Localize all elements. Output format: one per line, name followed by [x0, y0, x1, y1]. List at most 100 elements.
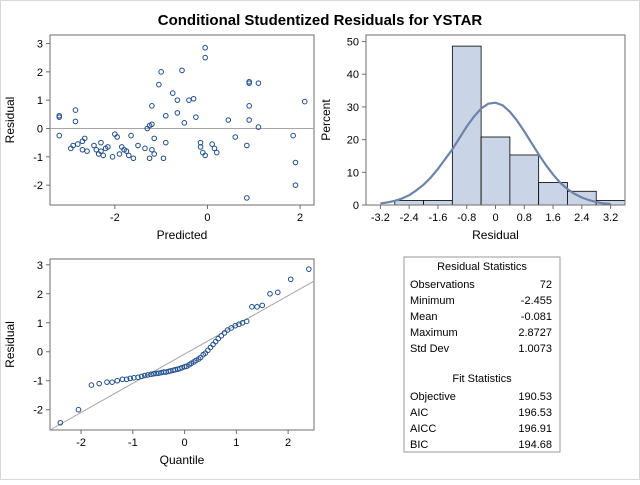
qq-point	[127, 375, 134, 382]
qq-point	[150, 370, 157, 377]
data-point	[72, 118, 79, 125]
qq-point	[267, 290, 273, 297]
data-point	[56, 132, 63, 139]
data-point	[98, 148, 104, 154]
y-tick-label: -1	[33, 376, 43, 388]
x-tick-label: -2	[76, 437, 86, 449]
data-point	[114, 134, 120, 140]
x-tick-label: 0	[182, 437, 188, 449]
y-tick-label: 10	[347, 167, 359, 179]
data-point	[193, 114, 199, 120]
y-tick-label: 0	[37, 124, 43, 136]
qq-plot: Quantile Residual -2 -1 0 1 2 -2 -1 0 1 2 3	[3, 258, 315, 467]
x-tick-label: -0.8	[457, 212, 476, 224]
data-point	[72, 107, 79, 113]
qq-point	[96, 380, 102, 387]
y-tick-label: 20	[347, 135, 359, 147]
table-row-value: 1.0073	[518, 343, 552, 355]
table-row-value: 190.53	[518, 391, 552, 403]
y-tick-label: 50	[347, 37, 359, 49]
qq-point	[109, 379, 115, 385]
data-point	[130, 155, 137, 162]
y-tick-label: 30	[347, 102, 359, 114]
y-axis-label: Residual	[3, 97, 17, 144]
data-point	[149, 146, 155, 153]
data-point	[84, 148, 90, 154]
x-axis-label: Residual	[472, 228, 519, 242]
data-point	[91, 142, 97, 149]
x-tick-label: -1	[128, 437, 138, 449]
qq-point	[287, 276, 294, 283]
x-axis-label: Predicted	[157, 228, 208, 242]
plot-frame	[49, 258, 315, 431]
table-row-label: Observations	[410, 279, 475, 291]
histogram-bar	[480, 136, 511, 206]
data-point	[149, 121, 155, 128]
data-point	[246, 103, 252, 109]
x-tick-label: 1.6	[545, 212, 560, 224]
x-tick-label: 3.2	[603, 212, 618, 224]
data-point	[179, 67, 185, 74]
data-point	[123, 148, 130, 154]
data-point	[244, 142, 250, 149]
normal-density-curve	[380, 101, 611, 206]
y-tick-label: 2	[37, 289, 43, 301]
qq-point	[215, 335, 222, 342]
data-point	[74, 141, 81, 147]
qq-point	[259, 302, 266, 309]
table-row-label: AIC	[410, 407, 428, 419]
data-point	[135, 142, 141, 149]
table-row-label: Std Dev	[410, 343, 450, 355]
table-row-value: 72	[540, 279, 552, 291]
table-title: Fit Statistics	[452, 373, 512, 385]
statistics-table-frame	[403, 256, 561, 453]
data-point	[197, 144, 204, 150]
qq-point	[274, 289, 281, 296]
table-row-label: BIC	[410, 439, 428, 451]
table-row-label: Objective	[410, 391, 456, 403]
data-point	[246, 117, 252, 123]
data-point	[128, 132, 134, 139]
y-axis-label: Residual	[3, 321, 17, 368]
y-tick-label: 3	[37, 260, 43, 272]
x-tick-label: -2.4	[400, 212, 419, 224]
data-point	[158, 69, 164, 75]
x-tick-label: 2	[297, 212, 303, 224]
data-point	[151, 135, 158, 142]
qq-point	[155, 370, 162, 376]
qq-point	[306, 266, 312, 272]
data-point	[246, 80, 252, 86]
data-point	[169, 90, 176, 96]
y-tick-label: 2	[37, 67, 43, 79]
residual-histogram-plot: Residual Percent -3.2 -2.4 -1.6 -0.8 0 0.8 1.6 2.…	[319, 34, 626, 242]
y-tick-label: 1	[37, 95, 43, 107]
table-row-value: 196.53	[518, 407, 552, 419]
data-point	[149, 103, 155, 109]
data-point	[162, 139, 169, 146]
data-point	[255, 124, 262, 130]
x-tick-label: 2	[285, 437, 291, 449]
data-point	[255, 80, 262, 86]
data-point	[116, 151, 123, 157]
data-point	[162, 112, 169, 119]
qq-point	[218, 333, 225, 339]
normal-reference-line	[49, 280, 315, 431]
y-tick-label: 0	[37, 347, 43, 359]
qq-point	[104, 379, 110, 385]
x-tick-label: -2	[110, 212, 120, 224]
data-point	[202, 54, 208, 61]
qq-point	[57, 419, 64, 426]
table-row-value: -0.081	[521, 311, 552, 323]
table-row-label: Maximum	[410, 327, 458, 339]
qq-point	[138, 373, 145, 380]
x-tick-label: 0.8	[517, 212, 532, 224]
data-point	[156, 81, 162, 88]
x-tick-label: 0	[204, 212, 210, 224]
table-row-value: 196.91	[518, 423, 552, 435]
qq-point	[221, 330, 228, 336]
x-tick-label: -1.6	[428, 212, 447, 224]
data-point	[211, 145, 218, 152]
x-tick-label: 1	[233, 437, 239, 449]
data-point	[98, 139, 104, 146]
